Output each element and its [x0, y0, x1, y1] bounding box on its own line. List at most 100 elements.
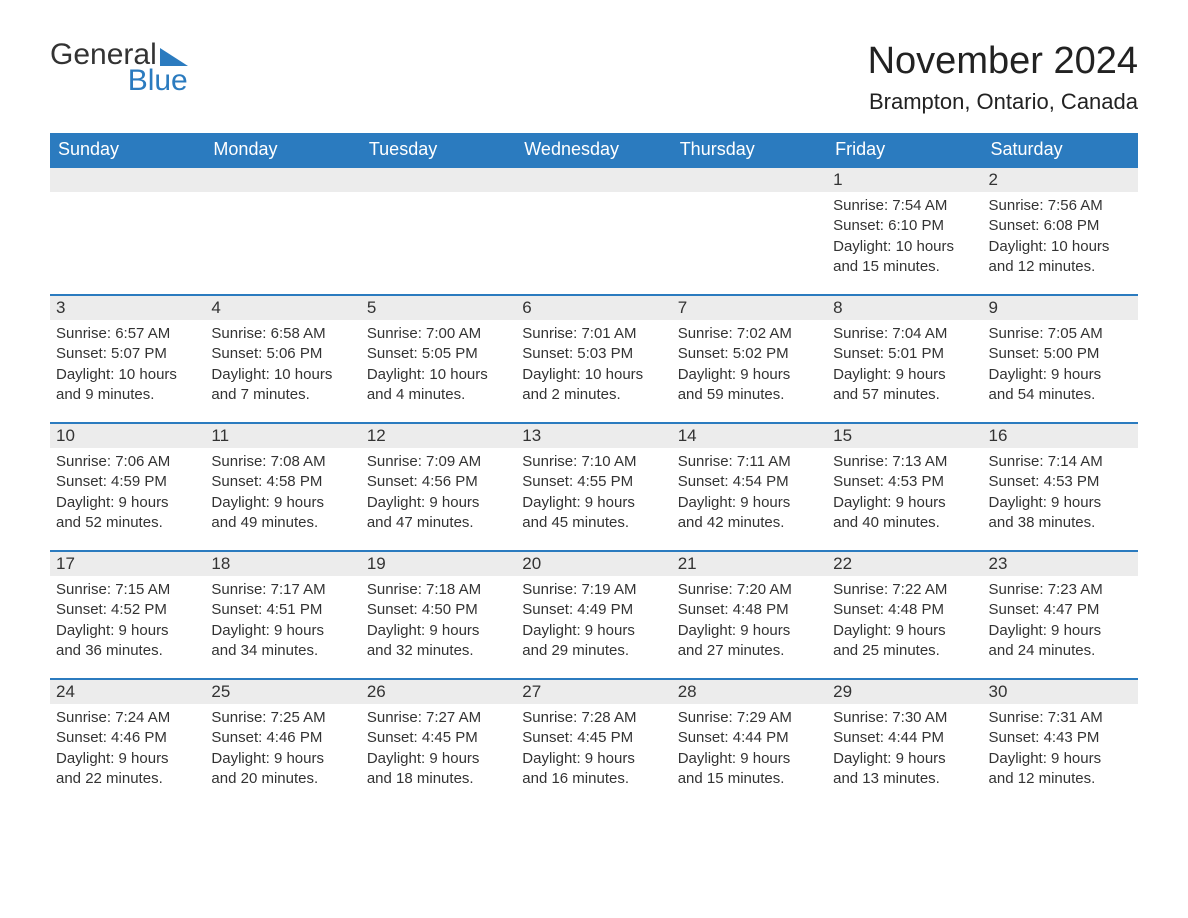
calendar-day-cell: 2Sunrise: 7:56 AMSunset: 6:08 PMDaylight… [983, 166, 1138, 294]
day-number: 8 [827, 294, 982, 320]
logo-triangle-icon [160, 48, 188, 66]
day-details: Sunrise: 7:09 AMSunset: 4:56 PMDaylight:… [361, 448, 516, 541]
day-number: 14 [672, 422, 827, 448]
calendar-day-cell: 19Sunrise: 7:18 AMSunset: 4:50 PMDayligh… [361, 550, 516, 678]
day-details: Sunrise: 7:17 AMSunset: 4:51 PMDaylight:… [205, 576, 360, 669]
day-number: 18 [205, 550, 360, 576]
day-number: 3 [50, 294, 205, 320]
calendar-day-cell: 21Sunrise: 7:20 AMSunset: 4:48 PMDayligh… [672, 550, 827, 678]
calendar-day-cell: 28Sunrise: 7:29 AMSunset: 4:44 PMDayligh… [672, 678, 827, 806]
day-details: Sunrise: 7:01 AMSunset: 5:03 PMDaylight:… [516, 320, 671, 413]
calendar-day-cell: 12Sunrise: 7:09 AMSunset: 4:56 PMDayligh… [361, 422, 516, 550]
calendar-day-cell: 23Sunrise: 7:23 AMSunset: 4:47 PMDayligh… [983, 550, 1138, 678]
calendar-week-row: 24Sunrise: 7:24 AMSunset: 4:46 PMDayligh… [50, 678, 1138, 806]
day-details: Sunrise: 6:58 AMSunset: 5:06 PMDaylight:… [205, 320, 360, 413]
calendar-day-cell [672, 166, 827, 294]
calendar-day-cell: 24Sunrise: 7:24 AMSunset: 4:46 PMDayligh… [50, 678, 205, 806]
day-details: Sunrise: 7:54 AMSunset: 6:10 PMDaylight:… [827, 192, 982, 285]
day-details: Sunrise: 7:56 AMSunset: 6:08 PMDaylight:… [983, 192, 1138, 285]
calendar-day-cell: 8Sunrise: 7:04 AMSunset: 5:01 PMDaylight… [827, 294, 982, 422]
day-number: 6 [516, 294, 671, 320]
day-number: 17 [50, 550, 205, 576]
day-number: 15 [827, 422, 982, 448]
day-details: Sunrise: 7:30 AMSunset: 4:44 PMDaylight:… [827, 704, 982, 797]
day-details: Sunrise: 7:22 AMSunset: 4:48 PMDaylight:… [827, 576, 982, 669]
weekday-header: Friday [827, 133, 982, 166]
calendar-day-cell [50, 166, 205, 294]
day-number: 21 [672, 550, 827, 576]
day-number: 16 [983, 422, 1138, 448]
day-number: 1 [827, 166, 982, 192]
calendar-day-cell: 15Sunrise: 7:13 AMSunset: 4:53 PMDayligh… [827, 422, 982, 550]
calendar-day-cell: 26Sunrise: 7:27 AMSunset: 4:45 PMDayligh… [361, 678, 516, 806]
day-number: 24 [50, 678, 205, 704]
calendar-day-cell [205, 166, 360, 294]
day-details: Sunrise: 7:11 AMSunset: 4:54 PMDaylight:… [672, 448, 827, 541]
calendar-day-cell [361, 166, 516, 294]
day-number-empty [50, 166, 205, 192]
day-details: Sunrise: 7:27 AMSunset: 4:45 PMDaylight:… [361, 704, 516, 797]
day-details: Sunrise: 7:28 AMSunset: 4:45 PMDaylight:… [516, 704, 671, 797]
day-details: Sunrise: 7:25 AMSunset: 4:46 PMDaylight:… [205, 704, 360, 797]
title-block: November 2024 Brampton, Ontario, Canada [868, 40, 1138, 115]
calendar-day-cell: 14Sunrise: 7:11 AMSunset: 4:54 PMDayligh… [672, 422, 827, 550]
day-details: Sunrise: 7:15 AMSunset: 4:52 PMDaylight:… [50, 576, 205, 669]
location: Brampton, Ontario, Canada [868, 89, 1138, 115]
day-details: Sunrise: 7:29 AMSunset: 4:44 PMDaylight:… [672, 704, 827, 797]
weekday-row: SundayMondayTuesdayWednesdayThursdayFrid… [50, 133, 1138, 166]
day-number: 13 [516, 422, 671, 448]
weekday-header: Saturday [983, 133, 1138, 166]
weekday-header: Thursday [672, 133, 827, 166]
day-details: Sunrise: 7:13 AMSunset: 4:53 PMDaylight:… [827, 448, 982, 541]
calendar-day-cell: 5Sunrise: 7:00 AMSunset: 5:05 PMDaylight… [361, 294, 516, 422]
calendar-day-cell: 11Sunrise: 7:08 AMSunset: 4:58 PMDayligh… [205, 422, 360, 550]
day-number: 29 [827, 678, 982, 704]
day-details: Sunrise: 7:10 AMSunset: 4:55 PMDaylight:… [516, 448, 671, 541]
day-details: Sunrise: 7:20 AMSunset: 4:48 PMDaylight:… [672, 576, 827, 669]
day-number: 25 [205, 678, 360, 704]
weekday-header: Wednesday [516, 133, 671, 166]
day-number: 11 [205, 422, 360, 448]
calendar-day-cell: 4Sunrise: 6:58 AMSunset: 5:06 PMDaylight… [205, 294, 360, 422]
day-number-empty [361, 166, 516, 192]
calendar-day-cell: 22Sunrise: 7:22 AMSunset: 4:48 PMDayligh… [827, 550, 982, 678]
calendar-body: 1Sunrise: 7:54 AMSunset: 6:10 PMDaylight… [50, 166, 1138, 806]
day-number: 9 [983, 294, 1138, 320]
logo-word-2: Blue [50, 66, 188, 96]
day-details: Sunrise: 7:18 AMSunset: 4:50 PMDaylight:… [361, 576, 516, 669]
day-number: 5 [361, 294, 516, 320]
day-number-empty [516, 166, 671, 192]
day-number: 10 [50, 422, 205, 448]
calendar-day-cell: 9Sunrise: 7:05 AMSunset: 5:00 PMDaylight… [983, 294, 1138, 422]
day-number: 7 [672, 294, 827, 320]
day-details: Sunrise: 7:23 AMSunset: 4:47 PMDaylight:… [983, 576, 1138, 669]
day-details: Sunrise: 7:00 AMSunset: 5:05 PMDaylight:… [361, 320, 516, 413]
day-number: 20 [516, 550, 671, 576]
day-details: Sunrise: 7:31 AMSunset: 4:43 PMDaylight:… [983, 704, 1138, 797]
weekday-header: Sunday [50, 133, 205, 166]
day-details: Sunrise: 7:24 AMSunset: 4:46 PMDaylight:… [50, 704, 205, 797]
day-number: 30 [983, 678, 1138, 704]
calendar-week-row: 1Sunrise: 7:54 AMSunset: 6:10 PMDaylight… [50, 166, 1138, 294]
calendar-day-cell: 30Sunrise: 7:31 AMSunset: 4:43 PMDayligh… [983, 678, 1138, 806]
calendar-day-cell: 1Sunrise: 7:54 AMSunset: 6:10 PMDaylight… [827, 166, 982, 294]
calendar-day-cell: 10Sunrise: 7:06 AMSunset: 4:59 PMDayligh… [50, 422, 205, 550]
day-number: 22 [827, 550, 982, 576]
day-number: 4 [205, 294, 360, 320]
calendar-day-cell: 3Sunrise: 6:57 AMSunset: 5:07 PMDaylight… [50, 294, 205, 422]
day-details: Sunrise: 7:08 AMSunset: 4:58 PMDaylight:… [205, 448, 360, 541]
day-details: Sunrise: 7:14 AMSunset: 4:53 PMDaylight:… [983, 448, 1138, 541]
calendar-day-cell: 7Sunrise: 7:02 AMSunset: 5:02 PMDaylight… [672, 294, 827, 422]
calendar-week-row: 10Sunrise: 7:06 AMSunset: 4:59 PMDayligh… [50, 422, 1138, 550]
calendar-day-cell: 18Sunrise: 7:17 AMSunset: 4:51 PMDayligh… [205, 550, 360, 678]
day-number: 27 [516, 678, 671, 704]
day-details: Sunrise: 6:57 AMSunset: 5:07 PMDaylight:… [50, 320, 205, 413]
calendar-day-cell: 27Sunrise: 7:28 AMSunset: 4:45 PMDayligh… [516, 678, 671, 806]
day-details: Sunrise: 7:02 AMSunset: 5:02 PMDaylight:… [672, 320, 827, 413]
day-number: 28 [672, 678, 827, 704]
day-details: Sunrise: 7:05 AMSunset: 5:00 PMDaylight:… [983, 320, 1138, 413]
calendar-day-cell: 13Sunrise: 7:10 AMSunset: 4:55 PMDayligh… [516, 422, 671, 550]
calendar-day-cell: 6Sunrise: 7:01 AMSunset: 5:03 PMDaylight… [516, 294, 671, 422]
day-number-empty [672, 166, 827, 192]
weekday-header: Monday [205, 133, 360, 166]
